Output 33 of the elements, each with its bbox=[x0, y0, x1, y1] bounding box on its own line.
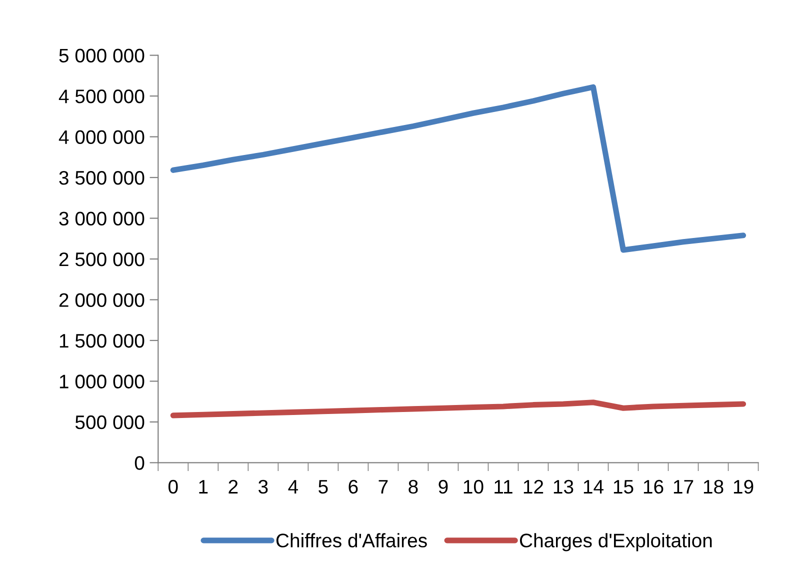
y-tick-label: 1 000 000 bbox=[60, 374, 144, 388]
x-tick-label: 4 bbox=[288, 480, 298, 494]
y-tick-label: 2 000 000 bbox=[59, 293, 144, 307]
x-tick-label: 10 bbox=[464, 480, 484, 494]
x-tick-label: 18 bbox=[704, 480, 724, 494]
y-tick-label: 500 000 bbox=[75, 415, 144, 430]
x-tick-label: 13 bbox=[554, 480, 574, 494]
x-tick-label: 15 bbox=[614, 480, 634, 494]
x-tick-label: 7 bbox=[378, 480, 388, 494]
y-tick-label: 1 500 000 bbox=[60, 334, 144, 348]
y-tick-label: 4 000 000 bbox=[58, 130, 144, 144]
x-tick-label: 12 bbox=[524, 480, 544, 494]
y-tick-label: 4 500 000 bbox=[58, 90, 144, 104]
y-tick-label: 0 bbox=[134, 456, 144, 470]
y-tick-label: 3 500 000 bbox=[59, 170, 144, 185]
x-tick-label: 2 bbox=[228, 480, 238, 494]
x-tick-label: 16 bbox=[644, 480, 664, 494]
y-tick-label: 5 000 000 bbox=[59, 48, 144, 63]
y-tick-label: 3 000 000 bbox=[59, 212, 144, 226]
x-tick-label: 0 bbox=[168, 480, 178, 494]
x-tick-label: 11 bbox=[494, 480, 512, 494]
x-tick-label: 9 bbox=[438, 480, 448, 494]
legend-label: Chiffres d'Affaires bbox=[276, 533, 427, 548]
x-tick-label: 17 bbox=[674, 480, 694, 494]
x-tick-label: 1 bbox=[199, 480, 208, 494]
x-tick-label: 8 bbox=[408, 480, 418, 494]
x-tick-label: 19 bbox=[734, 480, 754, 494]
x-tick-label: 14 bbox=[584, 480, 604, 494]
x-tick-label: 6 bbox=[348, 480, 358, 494]
x-tick-label: 3 bbox=[258, 480, 268, 494]
x-tick-label: 5 bbox=[318, 480, 328, 494]
legend-label: Charges d'Exploitation bbox=[520, 533, 712, 552]
y-tick-label: 2 500 000 bbox=[59, 252, 144, 266]
